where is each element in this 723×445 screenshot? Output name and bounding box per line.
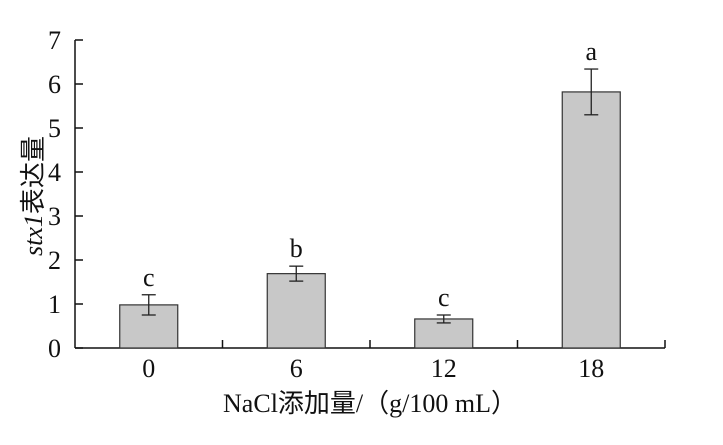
- y-tick-label: 6: [48, 70, 61, 99]
- error-bar: [584, 68, 599, 116]
- x-tick-label: 0: [142, 354, 155, 383]
- significance-letter: a: [585, 37, 597, 66]
- y-axis-title: stx1表达量: [19, 136, 48, 256]
- x-tick-label: 18: [578, 354, 604, 383]
- y-axis-title-italic: stx1: [19, 214, 48, 256]
- y-tick-label: 5: [48, 114, 61, 143]
- y-tick-label: 0: [48, 334, 61, 363]
- error-bars: [141, 68, 599, 324]
- x-tick-label: 6: [290, 354, 303, 383]
- bar: [266, 273, 326, 349]
- significance-letter: c: [143, 263, 155, 292]
- y-tick-label: 4: [48, 158, 61, 187]
- x-axis-title: NaCl添加量/（g/100 mL）: [223, 389, 517, 418]
- y-ticks: 0 1 2 3 4 5 6 7: [48, 26, 83, 363]
- significance-letter: c: [438, 283, 450, 312]
- significance-letter: b: [290, 234, 303, 263]
- bars: [119, 91, 621, 349]
- y-tick-label: 3: [48, 202, 61, 231]
- x-tick-label: 12: [431, 354, 457, 383]
- error-bar: [289, 265, 304, 282]
- y-tick-label: 1: [48, 290, 61, 319]
- bar: [414, 318, 474, 349]
- bar: [561, 91, 621, 349]
- y-tick-label: 2: [48, 246, 61, 275]
- x-ticks: 0 6 12 18: [142, 340, 666, 383]
- error-bar: [436, 314, 451, 324]
- significance-labels: c b c a: [143, 37, 598, 312]
- y-tick-label: 7: [48, 26, 61, 55]
- error-bar: [141, 294, 156, 316]
- y-axis-title-rest: 表达量: [19, 136, 48, 214]
